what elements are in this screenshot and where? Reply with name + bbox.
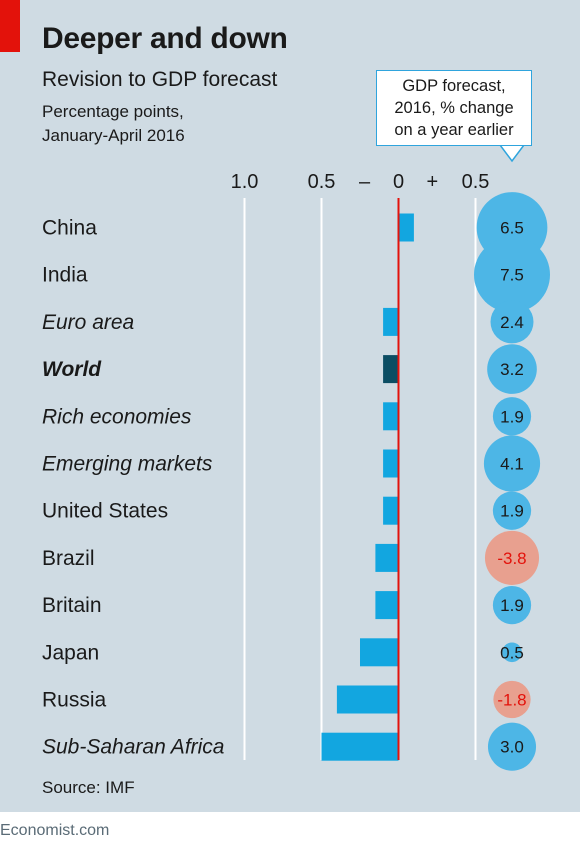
- callout-line3: on a year earlier: [394, 121, 514, 139]
- category-label: Euro area: [42, 311, 134, 334]
- category-label: Rich economies: [42, 405, 192, 428]
- gdp-bubble: [487, 722, 537, 771]
- gdp-bubble: [492, 491, 532, 530]
- category-label: Russia: [42, 689, 107, 712]
- bar: [383, 307, 399, 336]
- bar: [321, 732, 399, 761]
- gdp-bubble-label: 2.4: [500, 313, 524, 332]
- bubble-legend-callout: GDP forecast, 2016, % change on a year e…: [376, 70, 532, 146]
- gdp-bubble: [483, 435, 541, 492]
- gdp-bubble-label: 4.1: [500, 455, 524, 474]
- category-label: Sub-Saharan Africa: [42, 736, 225, 759]
- source-note: Source: IMF: [42, 778, 135, 797]
- bar: [383, 496, 399, 525]
- callout-pointer: [498, 144, 526, 163]
- gdp-bubble-label: 7.5: [500, 266, 524, 285]
- x-tick-label: –: [359, 171, 371, 193]
- gdp-bubble: [502, 642, 522, 663]
- footer-site: Economist.com: [0, 822, 110, 839]
- economist-red-tab: [0, 0, 20, 52]
- gdp-bubble: [474, 236, 550, 313]
- bar: [383, 402, 399, 431]
- gdp-bubble: [493, 680, 531, 719]
- callout-line1: GDP forecast,: [402, 77, 506, 95]
- category-label: Japan: [42, 641, 99, 664]
- bar: [383, 355, 399, 384]
- gdp-bubble: [490, 300, 534, 344]
- category-label: China: [42, 217, 97, 240]
- category-label: United States: [42, 500, 168, 523]
- gdp-bubble-label: 1.9: [500, 407, 524, 426]
- x-tick-label: +: [427, 171, 439, 193]
- bar: [360, 638, 399, 667]
- gdp-bubble: [487, 344, 537, 394]
- category-label: World: [42, 358, 102, 381]
- chart-subtitle: Revision to GDP forecast: [42, 68, 278, 91]
- gdp-bubble-label: 3.2: [500, 360, 524, 379]
- bar: [398, 213, 414, 242]
- chart-svg: 1.0 0.5 –0 +0.5 China India Euro area World Rich…: [42, 142, 550, 771]
- bar: [375, 591, 399, 620]
- gdp-bubble-label: 0.5: [500, 643, 524, 662]
- gdp-bubble-label: -1.8: [497, 691, 526, 710]
- gdp-bubble-label: 6.5: [500, 219, 524, 238]
- gdp-bubble: [492, 585, 532, 625]
- category-label: Brazil: [42, 547, 95, 570]
- gdp-bubble-label: -3.8: [497, 549, 526, 568]
- x-tick-label: 0: [393, 171, 404, 193]
- category-label: India: [42, 264, 88, 287]
- callout-line2: 2016, % change: [394, 99, 514, 117]
- gdp-bubble-label: 1.9: [500, 502, 524, 521]
- gdp-bubble-label: 1.9: [500, 596, 524, 615]
- units-note-line1: Percentage points,: [42, 102, 184, 121]
- gdp-bubble: [484, 530, 540, 585]
- x-tick-label: 0.5: [308, 171, 336, 193]
- gdp-bubble: [492, 397, 532, 436]
- gdp-bubble-label: 3.0: [500, 738, 524, 757]
- x-tick-label: 0.5: [462, 171, 490, 193]
- bar: [375, 543, 399, 572]
- category-label: Emerging markets: [42, 453, 213, 476]
- bar: [383, 449, 399, 478]
- category-label: Britain: [42, 594, 102, 617]
- bar: [336, 685, 399, 714]
- units-note-line2: January-April 2016: [42, 126, 185, 145]
- chart-title: Deeper and down: [42, 22, 288, 55]
- x-tick-label: 1.0: [231, 171, 259, 193]
